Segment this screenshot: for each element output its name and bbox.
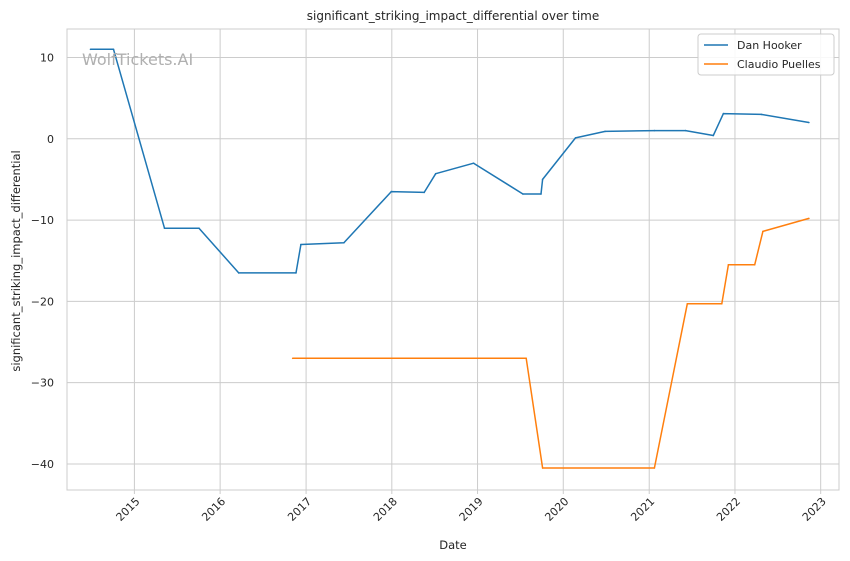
data-point-claudio-puelles-8 xyxy=(762,230,764,233)
data-point-dan-hooker-14 xyxy=(541,178,544,181)
data-point-dan-hooker-0 xyxy=(89,48,92,51)
data-point-dan-hooker-17 xyxy=(653,129,656,132)
data-point-claudio-puelles-4 xyxy=(686,303,689,305)
data-point-dan-hooker-12 xyxy=(522,193,524,195)
legend-label-claudio-puelles: Claudio Puelles xyxy=(737,58,821,71)
data-point-dan-hooker-10 xyxy=(434,172,437,175)
y-axis-ticks: 10 0 −10 −20 −30 −40 xyxy=(31,51,54,471)
chart-title: significant_striking_impact_differential… xyxy=(307,9,599,23)
watermark: WolfTickets.AI xyxy=(82,50,193,69)
data-point-claudio-puelles-5 xyxy=(721,303,723,305)
data-point-dan-hooker-11 xyxy=(472,162,475,164)
data-point-dan-hooker-8 xyxy=(390,190,393,193)
data-point-dan-hooker-2 xyxy=(163,227,166,229)
plot-frame xyxy=(66,28,840,491)
data-point-claudio-puelles-7 xyxy=(753,264,756,266)
data-point-claudio-puelles-1 xyxy=(525,357,527,360)
data-point-dan-hooker-1 xyxy=(112,48,115,51)
x-axis-title: Date xyxy=(439,538,467,552)
data-point-dan-hooker-15 xyxy=(574,137,577,139)
data-point-dan-hooker-18 xyxy=(684,129,687,132)
y-tick-label-10: 10 xyxy=(40,51,54,64)
legend: Dan Hooker Claudio Puelles xyxy=(697,33,835,76)
y-tick-label--30: −30 xyxy=(31,377,54,390)
data-point-dan-hooker-13 xyxy=(540,193,542,195)
data-point-claudio-puelles-3 xyxy=(653,467,656,469)
data-point-dan-hooker-7 xyxy=(343,242,345,244)
data-point-dan-hooker-4 xyxy=(237,272,240,274)
data-point-dan-hooker-19 xyxy=(712,134,715,137)
y-axis-title: significant_striking_impact_differential xyxy=(9,150,23,371)
y-tick-label--40: −40 xyxy=(31,458,54,471)
legend-box xyxy=(697,33,835,76)
data-point-dan-hooker-16 xyxy=(604,130,606,133)
y-tick-label-0: 0 xyxy=(47,133,54,146)
data-point-dan-hooker-5 xyxy=(295,272,297,274)
y-tick-label--10: −10 xyxy=(31,214,54,227)
legend-label-dan-hooker: Dan Hooker xyxy=(737,39,802,52)
data-point-claudio-puelles-9 xyxy=(808,217,810,220)
data-point-dan-hooker-21 xyxy=(760,113,763,116)
data-point-dan-hooker-22 xyxy=(808,121,810,124)
data-point-dan-hooker-3 xyxy=(198,227,200,229)
data-point-dan-hooker-6 xyxy=(300,243,302,246)
series-layer xyxy=(89,48,810,469)
data-point-claudio-puelles-2 xyxy=(541,467,544,469)
data-point-dan-hooker-20 xyxy=(722,112,725,115)
data-point-dan-hooker-9 xyxy=(423,191,426,194)
data-point-claudio-puelles-0 xyxy=(291,357,294,360)
series-line-claudio-puelles xyxy=(292,217,810,469)
y-tick-label--20: −20 xyxy=(31,295,54,308)
data-point-claudio-puelles-6 xyxy=(727,264,730,266)
